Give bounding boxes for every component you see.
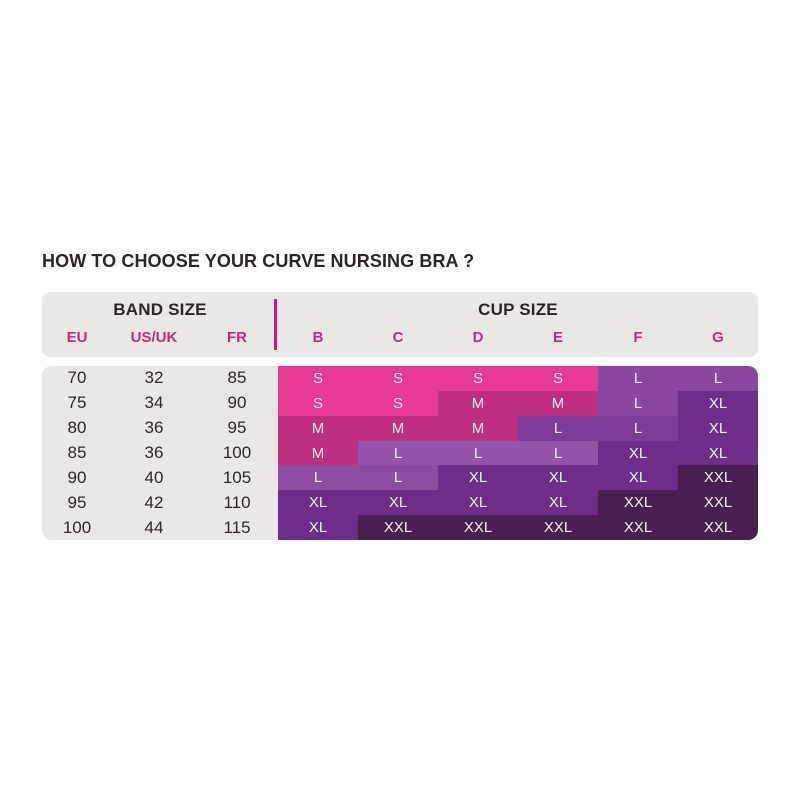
band-cell: 36 bbox=[112, 440, 196, 466]
band-cell: 44 bbox=[112, 515, 196, 540]
cup-cell: XL bbox=[518, 490, 598, 516]
cup-cell: XXL bbox=[678, 465, 758, 491]
band-cell: 100 bbox=[196, 440, 278, 466]
cup-cell: XL bbox=[678, 415, 758, 441]
cup-cell: L bbox=[598, 390, 678, 416]
cup-cell: S bbox=[358, 366, 438, 391]
cup-cell: S bbox=[278, 366, 358, 391]
band-cell: 75 bbox=[42, 390, 112, 416]
band-cell: 32 bbox=[112, 366, 196, 391]
band-cell: 80 bbox=[42, 415, 112, 441]
cup-column-header-e: E bbox=[552, 329, 563, 346]
cup-cell: M bbox=[518, 390, 598, 416]
cup-cell: L bbox=[358, 440, 438, 466]
band-column-header-fr: FR bbox=[227, 329, 247, 346]
cup-column-header-d: D bbox=[472, 329, 484, 346]
band-cell: 85 bbox=[42, 440, 112, 466]
cup-cell: S bbox=[438, 366, 518, 391]
cup-cell: M bbox=[278, 440, 358, 466]
band-cell: 90 bbox=[196, 390, 278, 416]
band-cell: 85 bbox=[196, 366, 278, 391]
cup-cell: XL bbox=[678, 390, 758, 416]
cup-cell: S bbox=[518, 366, 598, 391]
band-cell: 95 bbox=[42, 490, 112, 516]
band-cell: 95 bbox=[196, 415, 278, 441]
band-cell: 70 bbox=[42, 366, 112, 391]
cup-cell: XL bbox=[438, 465, 518, 491]
cup-cell: L bbox=[278, 465, 358, 491]
cup-cell: XL bbox=[278, 490, 358, 516]
table-row: 80 36 95 M M M L L XL bbox=[42, 415, 758, 441]
band-column-headers: EU US/UK FR bbox=[42, 324, 278, 351]
cup-cell: XL bbox=[598, 440, 678, 466]
cup-cell: S bbox=[278, 390, 358, 416]
band-cell: 40 bbox=[112, 465, 196, 491]
cup-column-headers: B C D E F G bbox=[278, 324, 758, 351]
cup-column-header-g: G bbox=[712, 329, 724, 346]
cup-cell: XL bbox=[598, 465, 678, 491]
band-size-label: BAND SIZE bbox=[113, 300, 207, 319]
band-cell: 110 bbox=[196, 490, 278, 516]
table-row: 70 32 85 S S S S L L bbox=[42, 366, 758, 391]
table-row: 75 34 90 S S M M L XL bbox=[42, 390, 758, 416]
cup-column-header-f: F bbox=[633, 329, 643, 346]
band-column-header-eu: EU bbox=[66, 329, 88, 346]
cup-cell: M bbox=[278, 415, 358, 441]
cup-cell: L bbox=[438, 440, 518, 466]
header-divider-line bbox=[274, 299, 277, 350]
table-row: 90 40 105 L L XL XL XL XXL bbox=[42, 465, 758, 491]
cup-cell: L bbox=[678, 366, 758, 391]
cup-cell: XL bbox=[678, 440, 758, 466]
cup-cell: L bbox=[598, 415, 678, 441]
cup-cell: XXL bbox=[438, 515, 518, 540]
size-table-body: 70 32 85 S S S S L L 75 34 90 S S M M L XL 80 36 95 M M M L L XL 85… bbox=[42, 366, 758, 540]
cup-column-header-b: B bbox=[312, 329, 324, 346]
band-size-header-group: BAND SIZE EU US/UK FR bbox=[42, 292, 278, 357]
table-row: 95 42 110 XL XL XL XL XXL XXL bbox=[42, 490, 758, 516]
cup-cell: XXL bbox=[598, 515, 678, 540]
cup-cell: M bbox=[438, 415, 518, 441]
cup-cell: S bbox=[358, 390, 438, 416]
cup-cell: XL bbox=[358, 490, 438, 516]
band-cell: 42 bbox=[112, 490, 196, 516]
size-table-header: BAND SIZE EU US/UK FR CUP SIZE B C D E F G bbox=[42, 292, 758, 357]
band-cell: 36 bbox=[112, 415, 196, 441]
table-row: 100 44 115 XL XXL XXL XXL XXL XXL bbox=[42, 515, 758, 540]
cup-cell: L bbox=[518, 440, 598, 466]
band-cell: 115 bbox=[196, 515, 278, 540]
cup-cell: L bbox=[358, 465, 438, 491]
cup-column-header-c: C bbox=[392, 329, 404, 346]
cup-cell: XXL bbox=[598, 490, 678, 516]
table-row: 85 36 100 M L L L XL XL bbox=[42, 440, 758, 466]
cup-cell: XL bbox=[278, 515, 358, 540]
band-cell: 34 bbox=[112, 390, 196, 416]
cup-cell: M bbox=[438, 390, 518, 416]
cup-size-header-group: CUP SIZE B C D E F G bbox=[278, 292, 758, 357]
band-cell: 100 bbox=[42, 515, 112, 540]
cup-size-label: CUP SIZE bbox=[478, 300, 558, 319]
cup-cell: XXL bbox=[358, 515, 438, 540]
page-title: HOW TO CHOOSE YOUR CURVE NURSING BRA ? bbox=[42, 251, 475, 271]
cup-cell: XXL bbox=[678, 515, 758, 540]
cup-cell: XXL bbox=[518, 515, 598, 540]
cup-cell: L bbox=[598, 366, 678, 391]
cup-cell: L bbox=[518, 415, 598, 441]
band-cell: 90 bbox=[42, 465, 112, 491]
cup-cell: XL bbox=[518, 465, 598, 491]
cup-cell: M bbox=[358, 415, 438, 441]
band-column-header-us-uk: US/UK bbox=[130, 329, 178, 346]
band-cell: 105 bbox=[196, 465, 278, 491]
cup-cell: XXL bbox=[678, 490, 758, 516]
cup-cell: XL bbox=[438, 490, 518, 516]
